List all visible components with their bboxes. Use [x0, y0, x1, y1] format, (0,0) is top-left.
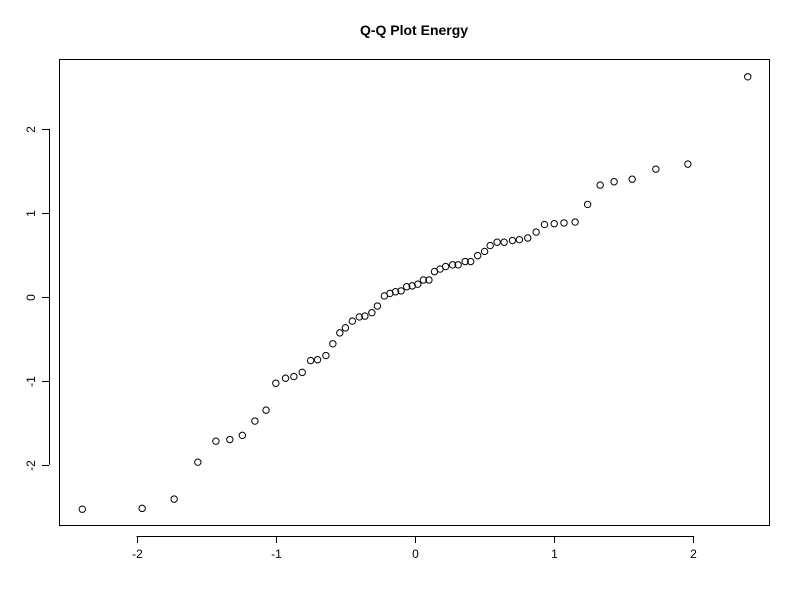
qq-point	[652, 165, 660, 173]
x-tick-label: -1	[271, 547, 282, 561]
qq-point	[226, 435, 234, 444]
qq-point	[628, 175, 636, 183]
qq-point	[532, 228, 540, 236]
qq-point	[473, 251, 482, 260]
x-tick-label: -2	[132, 547, 143, 561]
x-tick-label: 1	[551, 547, 558, 561]
qq-point	[298, 368, 306, 377]
qq-point	[480, 247, 489, 256]
y-tick-label: 2	[24, 126, 38, 133]
qq-point	[336, 329, 344, 337]
qq-point	[290, 372, 298, 381]
qq-point	[466, 257, 475, 266]
qq-point	[448, 261, 457, 269]
qq-point	[322, 351, 330, 360]
qq-point	[306, 356, 315, 365]
qq-point	[397, 287, 405, 295]
qq-point	[170, 495, 178, 503]
qq-point	[583, 200, 592, 209]
data-points	[78, 73, 752, 513]
qq-point	[560, 219, 568, 227]
qq-point	[78, 505, 86, 513]
x-tick-label: 2	[690, 547, 697, 561]
qq-point	[348, 317, 357, 325]
y-tick-label: -1	[24, 376, 38, 387]
qq-point	[138, 504, 146, 513]
qq-point	[550, 220, 558, 228]
qq-point	[596, 181, 604, 189]
qq-point	[441, 262, 450, 271]
qq-point	[262, 406, 270, 414]
x-axis: -2 -1 0 1 2	[132, 536, 697, 561]
qq-point	[355, 313, 364, 321]
qq-point	[425, 276, 433, 284]
qq-point	[571, 218, 579, 226]
qq-point	[493, 238, 501, 246]
qq-point	[368, 309, 376, 317]
qq-point	[684, 160, 692, 168]
y-tick-label: 1	[24, 210, 38, 217]
qq-point	[486, 241, 494, 250]
y-tick-label: 0	[24, 294, 38, 301]
qq-point	[454, 261, 462, 269]
qq-point	[194, 458, 202, 466]
qq-point	[341, 324, 350, 332]
qq-point	[361, 312, 369, 320]
qq-point	[391, 288, 400, 296]
qq-point	[610, 178, 618, 186]
qq-point	[461, 257, 469, 266]
y-axis: -2 -1 0 1 2	[24, 126, 50, 471]
qq-point	[329, 340, 337, 348]
x-tick-label: 0	[412, 547, 419, 561]
qq-point	[313, 356, 322, 364]
y-tick-label: -2	[24, 460, 38, 471]
qq-point	[540, 220, 549, 229]
qq-point	[515, 235, 524, 244]
chart-title: Q-Q Plot Energy	[360, 22, 468, 38]
qq-point	[508, 236, 517, 245]
qq-point	[414, 280, 422, 288]
qq-point	[212, 437, 220, 445]
qq-point	[251, 417, 259, 425]
qq-point	[238, 431, 247, 440]
qq-point	[373, 302, 382, 310]
qq-point	[402, 283, 411, 291]
qq-point	[419, 276, 428, 284]
qq-point	[500, 238, 508, 246]
qq-point	[281, 374, 290, 382]
qq-point	[524, 234, 532, 242]
qq-point	[744, 73, 752, 81]
qq-point	[272, 379, 280, 387]
plot-area-frame	[59, 59, 770, 526]
